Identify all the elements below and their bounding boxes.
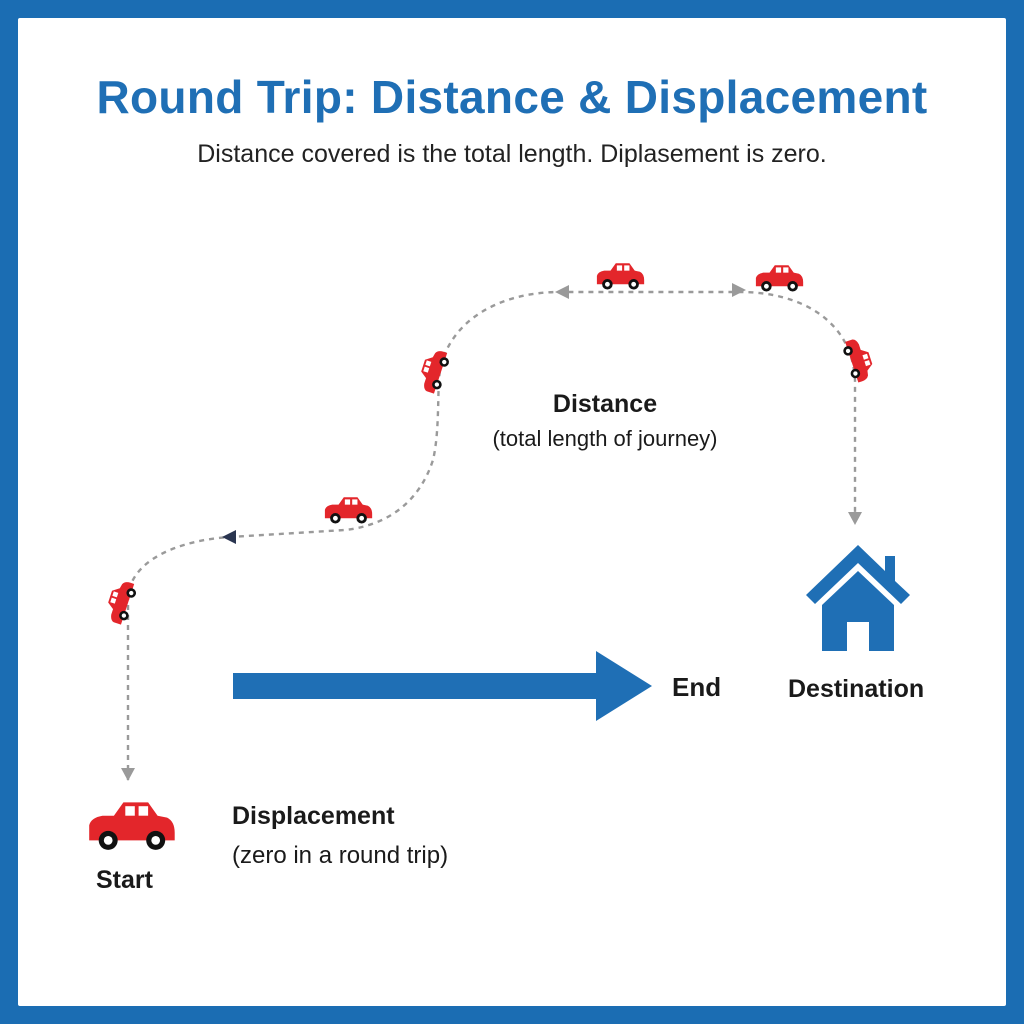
distance-note: (total length of journey) (492, 426, 718, 451)
page-title: Round Trip: Distance & Displacement (96, 71, 928, 123)
displacement-note: (zero in a round trip) (232, 842, 449, 869)
end-label: End (672, 672, 722, 702)
car-icon (102, 578, 139, 627)
car-icon (755, 265, 804, 292)
journey-path (126, 290, 857, 780)
path-arrowhead-right-top (732, 283, 746, 297)
path-arrowhead-left-mid (222, 530, 236, 544)
car-icon (324, 497, 373, 524)
car-icon (415, 347, 452, 396)
displacement-arrow (233, 651, 652, 721)
page-subtitle: Distance covered is the total length. Di… (197, 140, 827, 168)
house-icon (806, 545, 910, 651)
car-icon (840, 336, 877, 385)
path-arrowhead-left-top (555, 285, 569, 299)
destination-label: Destination (788, 675, 925, 703)
diagram-frame (18, 18, 1006, 1006)
path-arrowhead-down-destination (848, 512, 862, 525)
car-icon (89, 802, 175, 850)
distance-label: Distance (552, 390, 658, 418)
start-label: Start (96, 866, 153, 894)
displacement-label: Displacement (232, 802, 395, 830)
path-arrowhead-down-start (121, 768, 135, 781)
car-icon (596, 263, 645, 290)
